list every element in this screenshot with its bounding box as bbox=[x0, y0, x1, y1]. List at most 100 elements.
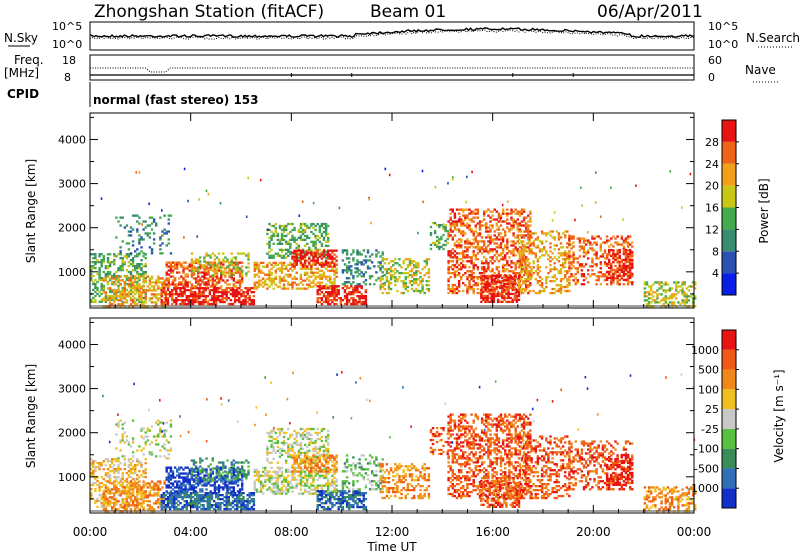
echo-cell bbox=[335, 269, 338, 272]
echo-cell bbox=[140, 287, 143, 290]
echo-cell bbox=[595, 263, 598, 266]
echo-cell bbox=[125, 495, 129, 499]
echo-cell bbox=[566, 280, 569, 283]
echo-cell bbox=[570, 261, 573, 264]
echo-cell bbox=[482, 296, 485, 300]
echo-cell bbox=[360, 297, 363, 300]
echo-cell bbox=[303, 273, 307, 276]
echo-cell bbox=[488, 292, 491, 296]
echo-cell bbox=[608, 258, 611, 262]
echo-cell bbox=[223, 293, 226, 296]
echo-cell bbox=[434, 185, 437, 189]
echo-cell bbox=[561, 278, 565, 281]
echo-cell bbox=[142, 285, 145, 288]
echo-cell bbox=[614, 270, 617, 273]
echo-cell bbox=[389, 287, 393, 291]
echo-cell bbox=[176, 283, 179, 286]
echo-cell bbox=[167, 277, 170, 280]
echo-cell bbox=[449, 254, 452, 257]
echo-cell bbox=[687, 295, 691, 298]
echo-cell bbox=[108, 464, 112, 467]
echo-cell bbox=[104, 505, 108, 508]
echo-cell bbox=[280, 265, 284, 268]
echo-cell bbox=[280, 267, 284, 270]
echo-cell bbox=[612, 272, 615, 275]
echo-cell bbox=[184, 283, 187, 286]
echo-cell bbox=[134, 289, 137, 292]
echo-cell bbox=[142, 500, 145, 503]
echo-cell bbox=[425, 264, 428, 267]
echo-cell bbox=[476, 248, 480, 251]
echo-cell bbox=[462, 250, 465, 253]
echo-cell bbox=[668, 297, 672, 300]
echo-cell bbox=[348, 265, 351, 268]
echo-cell bbox=[236, 263, 240, 266]
echo-cell bbox=[98, 466, 101, 469]
echo-cell bbox=[272, 277, 275, 280]
echo-cell bbox=[134, 508, 137, 511]
echo-cell bbox=[496, 280, 500, 284]
echo-cell bbox=[183, 500, 186, 503]
echo-cell bbox=[119, 299, 122, 302]
echo-cell bbox=[360, 300, 363, 304]
echo-cell bbox=[165, 265, 168, 268]
echo-cell bbox=[335, 267, 338, 270]
echo-cell bbox=[226, 279, 229, 282]
echo-cell bbox=[173, 498, 176, 501]
echo-cell bbox=[564, 289, 567, 293]
echo-cell bbox=[123, 486, 126, 489]
echo-cell bbox=[614, 257, 617, 260]
echo-cell bbox=[162, 234, 164, 237]
echo-cell bbox=[272, 234, 275, 238]
echo-cell bbox=[462, 232, 465, 235]
echo-cell bbox=[356, 261, 359, 264]
echo-cell bbox=[119, 490, 122, 493]
echo-cell bbox=[148, 500, 152, 503]
echo-cell bbox=[453, 270, 457, 273]
echo-cell bbox=[580, 265, 584, 268]
echo-cell bbox=[119, 468, 122, 471]
echo-cell bbox=[320, 281, 324, 284]
echo-cell bbox=[331, 299, 334, 302]
echo-cell bbox=[98, 261, 101, 264]
echo-cell bbox=[171, 265, 175, 268]
echo-cell bbox=[106, 458, 110, 461]
echo-cell bbox=[345, 295, 349, 298]
echo-cell bbox=[131, 295, 135, 298]
echo-cell bbox=[379, 267, 382, 270]
echo-cell bbox=[629, 257, 632, 260]
echo-cell bbox=[227, 302, 230, 306]
echo-cell bbox=[486, 280, 489, 284]
echo-cell bbox=[474, 212, 477, 215]
echo-cell bbox=[499, 244, 503, 247]
echo-cell bbox=[108, 301, 112, 304]
echo-cell bbox=[582, 239, 586, 242]
echo-cell bbox=[150, 451, 154, 454]
echo-cell bbox=[485, 222, 488, 225]
echo-cell bbox=[506, 208, 509, 211]
echo-cell bbox=[212, 302, 216, 306]
echo-cell bbox=[622, 264, 626, 268]
echo-cell bbox=[92, 462, 95, 465]
echo-cell bbox=[226, 260, 229, 263]
echo-cell bbox=[179, 289, 182, 292]
echo-cell bbox=[117, 253, 120, 256]
echo-cell bbox=[236, 295, 239, 298]
echo-cell bbox=[662, 283, 665, 286]
echo-cell bbox=[333, 253, 336, 256]
echo-cell bbox=[119, 419, 122, 422]
echo-cell bbox=[270, 267, 273, 270]
echo-cell bbox=[489, 242, 492, 245]
echo-cell bbox=[608, 239, 611, 242]
echo-cell bbox=[536, 266, 540, 269]
echo-cell bbox=[131, 483, 135, 487]
echo-cell bbox=[246, 287, 249, 290]
echo-cell bbox=[501, 256, 505, 259]
echo-cell bbox=[262, 271, 265, 274]
echo-cell bbox=[568, 258, 571, 261]
echo-cell bbox=[377, 265, 380, 268]
echo-cell bbox=[94, 257, 97, 260]
echo-cell bbox=[190, 252, 194, 255]
echo-cell bbox=[104, 498, 108, 501]
